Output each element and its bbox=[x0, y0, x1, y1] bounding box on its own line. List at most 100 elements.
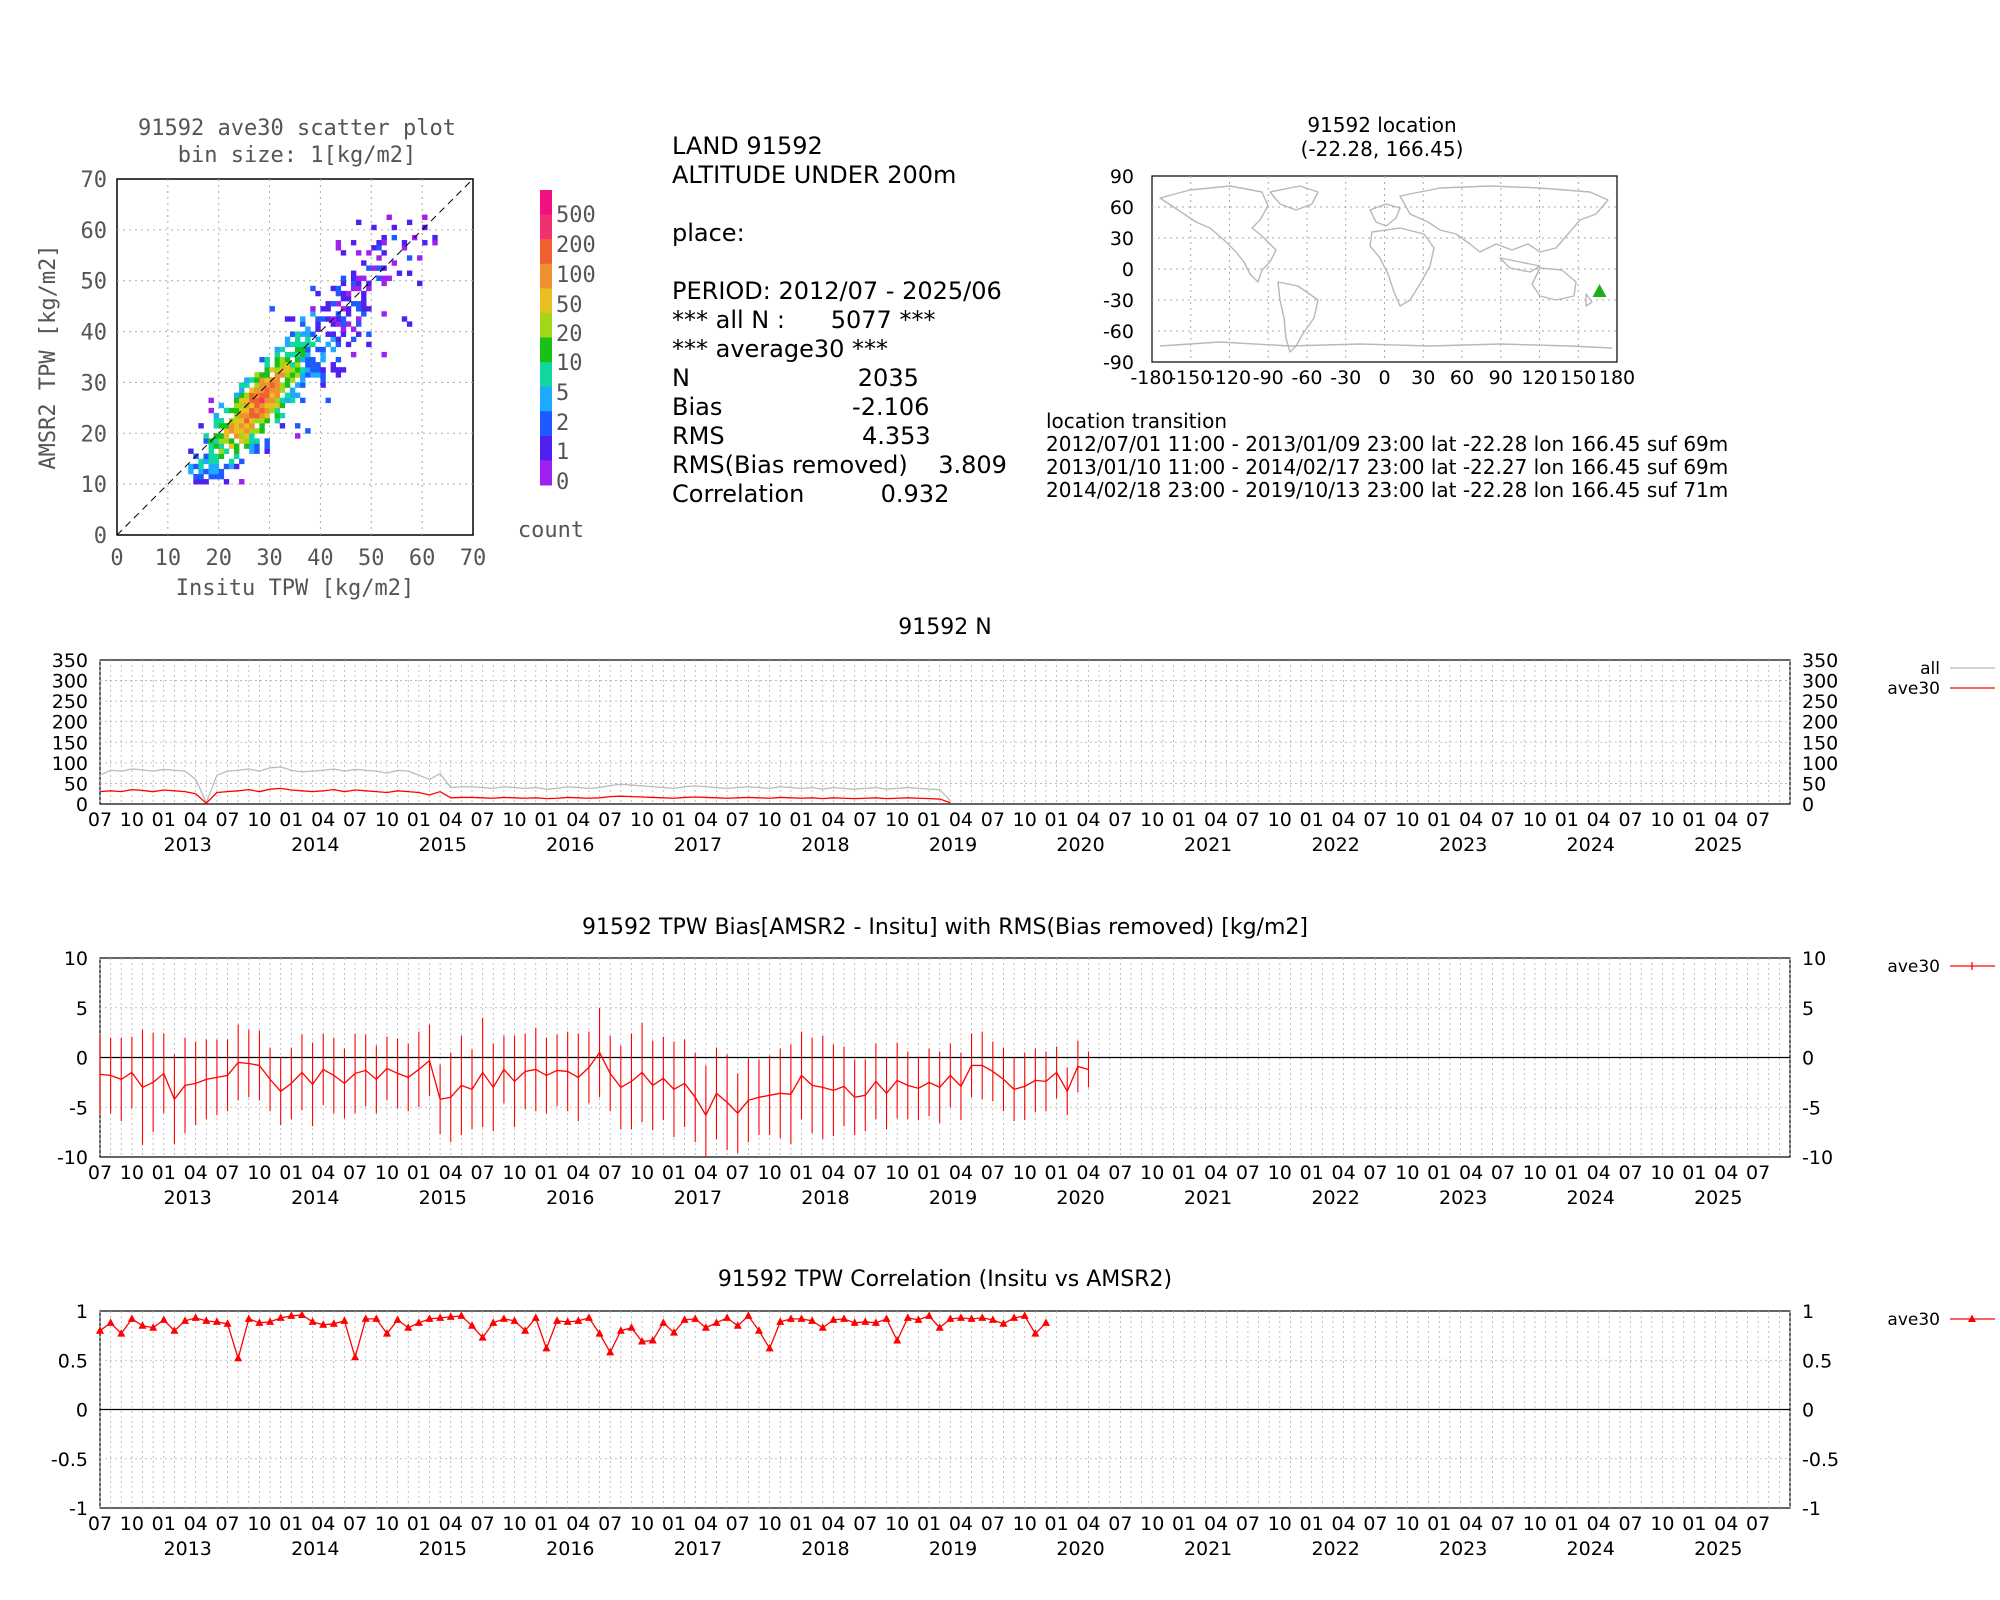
data-point bbox=[340, 1316, 349, 1324]
scatter-cell bbox=[218, 438, 225, 444]
colorbar-segment bbox=[540, 312, 552, 338]
data-point bbox=[149, 1323, 158, 1331]
scatter-cell bbox=[223, 428, 230, 434]
scatter-cell bbox=[350, 285, 357, 292]
scatter-cell bbox=[249, 412, 255, 419]
year-label: 2013 bbox=[164, 834, 212, 856]
scatter-cell bbox=[289, 387, 296, 393]
scatter-cell bbox=[233, 463, 240, 470]
colorbar-segment bbox=[540, 411, 552, 437]
data-point bbox=[531, 1313, 540, 1321]
scatter-cell bbox=[264, 367, 270, 373]
scatter-cell bbox=[218, 418, 225, 424]
data-point bbox=[956, 1313, 965, 1321]
scatter-cell bbox=[305, 351, 311, 358]
scatter-cell bbox=[340, 367, 347, 373]
colorbar-segment bbox=[540, 190, 552, 216]
month-tick-label: 04 bbox=[184, 809, 208, 831]
year-label: 2024 bbox=[1567, 1538, 1615, 1560]
year-label: 2020 bbox=[1056, 834, 1104, 856]
data-point bbox=[935, 1323, 944, 1331]
y-tick-label-right: 0.5 bbox=[1802, 1350, 1832, 1372]
scatter-y-tick-label: 60 bbox=[81, 219, 108, 244]
scatter-cell bbox=[361, 311, 367, 317]
scatter-cell bbox=[310, 285, 316, 292]
scatter-cell bbox=[350, 326, 357, 332]
scatter-cell bbox=[376, 240, 382, 246]
scatter-cell bbox=[401, 316, 408, 322]
series-line-all bbox=[99, 766, 951, 805]
data-point bbox=[329, 1319, 338, 1327]
scatter-cell bbox=[218, 453, 225, 460]
scatter-cell bbox=[330, 346, 336, 353]
month-tick-label: 07 bbox=[1491, 1513, 1515, 1535]
data-point bbox=[754, 1326, 763, 1334]
year-label: 2018 bbox=[801, 834, 849, 856]
scatter-cell bbox=[340, 316, 347, 322]
scatter-cell bbox=[295, 382, 301, 388]
month-tick-label: 10 bbox=[758, 1513, 782, 1535]
map-x-tick-label: -180 bbox=[1130, 367, 1173, 389]
y-tick-label-right: 0 bbox=[1802, 794, 1814, 816]
scatter-cell bbox=[279, 412, 286, 419]
scatter-cell bbox=[274, 346, 281, 353]
month-tick-label: 10 bbox=[758, 809, 782, 831]
data-point bbox=[744, 1311, 753, 1319]
month-tick-label: 04 bbox=[1204, 1162, 1228, 1184]
map-y-tick-labels: 90 60 30 0 -30 -60 -90 bbox=[1103, 166, 1134, 374]
info-line: N 2035 bbox=[672, 364, 919, 392]
info-line: LAND 91592 bbox=[672, 132, 823, 160]
colorbar-segment bbox=[540, 239, 552, 265]
scatter-cell bbox=[223, 448, 230, 454]
month-tick-label: 10 bbox=[1650, 809, 1674, 831]
scatter-cell bbox=[244, 392, 250, 398]
data-point bbox=[191, 1313, 200, 1321]
scatter-title: 91592 ave30 scatter plot bbox=[138, 116, 456, 141]
scatter-cell bbox=[289, 316, 296, 322]
y-tick-label-right: -1 bbox=[1802, 1498, 1821, 1520]
year-label: 2015 bbox=[419, 1538, 467, 1560]
month-tick-label: 07 bbox=[726, 809, 750, 831]
data-point bbox=[181, 1316, 190, 1324]
month-tick-label: 10 bbox=[1395, 1162, 1419, 1184]
scatter-cell bbox=[213, 463, 220, 470]
colorbar-tick-label: 100 bbox=[556, 263, 596, 288]
month-tick-label: 01 bbox=[1045, 809, 1069, 831]
data-point bbox=[223, 1319, 232, 1327]
data-point bbox=[255, 1318, 264, 1326]
scatter-cell bbox=[213, 473, 220, 480]
month-tick-label: 10 bbox=[247, 809, 271, 831]
month-tick-label: 04 bbox=[1459, 809, 1483, 831]
year-label: 2021 bbox=[1184, 1538, 1232, 1560]
map-y-tick-label: 0 bbox=[1122, 259, 1134, 281]
month-tick-label: 01 bbox=[917, 1513, 941, 1535]
scatter-cell bbox=[244, 407, 250, 414]
month-tick-label: 07 bbox=[1363, 1162, 1387, 1184]
month-tick-label: 04 bbox=[439, 1513, 463, 1535]
scatter-cell bbox=[239, 418, 245, 424]
month-tick-label: 01 bbox=[407, 1162, 431, 1184]
data-point bbox=[861, 1317, 870, 1325]
scatter-cell bbox=[218, 448, 225, 454]
scatter-y-tick-label: 70 bbox=[81, 168, 108, 193]
data-point bbox=[542, 1343, 551, 1352]
month-tick-label: 07 bbox=[343, 1162, 367, 1184]
scatter-cell bbox=[279, 372, 286, 378]
scatter-cell bbox=[289, 331, 296, 337]
month-tick-label: 01 bbox=[662, 1513, 686, 1535]
series-line-ave30 bbox=[99, 1314, 1047, 1361]
scatter-cell bbox=[340, 290, 347, 297]
scatter-cell bbox=[244, 438, 250, 444]
y-tick-label-left: 150 bbox=[52, 732, 88, 754]
scatter-cell bbox=[239, 458, 245, 465]
month-tick-label: 01 bbox=[152, 1162, 176, 1184]
scatter-cell bbox=[269, 367, 275, 373]
month-tick-label: 04 bbox=[1204, 1513, 1228, 1535]
scatter-cell bbox=[259, 418, 265, 424]
month-tick-label: 04 bbox=[1459, 1513, 1483, 1535]
scatter-cell bbox=[274, 412, 281, 419]
scatter-cell bbox=[325, 397, 331, 404]
month-tick-label: 10 bbox=[1140, 1513, 1164, 1535]
data-point bbox=[170, 1326, 179, 1334]
scatter-cell bbox=[249, 377, 255, 383]
